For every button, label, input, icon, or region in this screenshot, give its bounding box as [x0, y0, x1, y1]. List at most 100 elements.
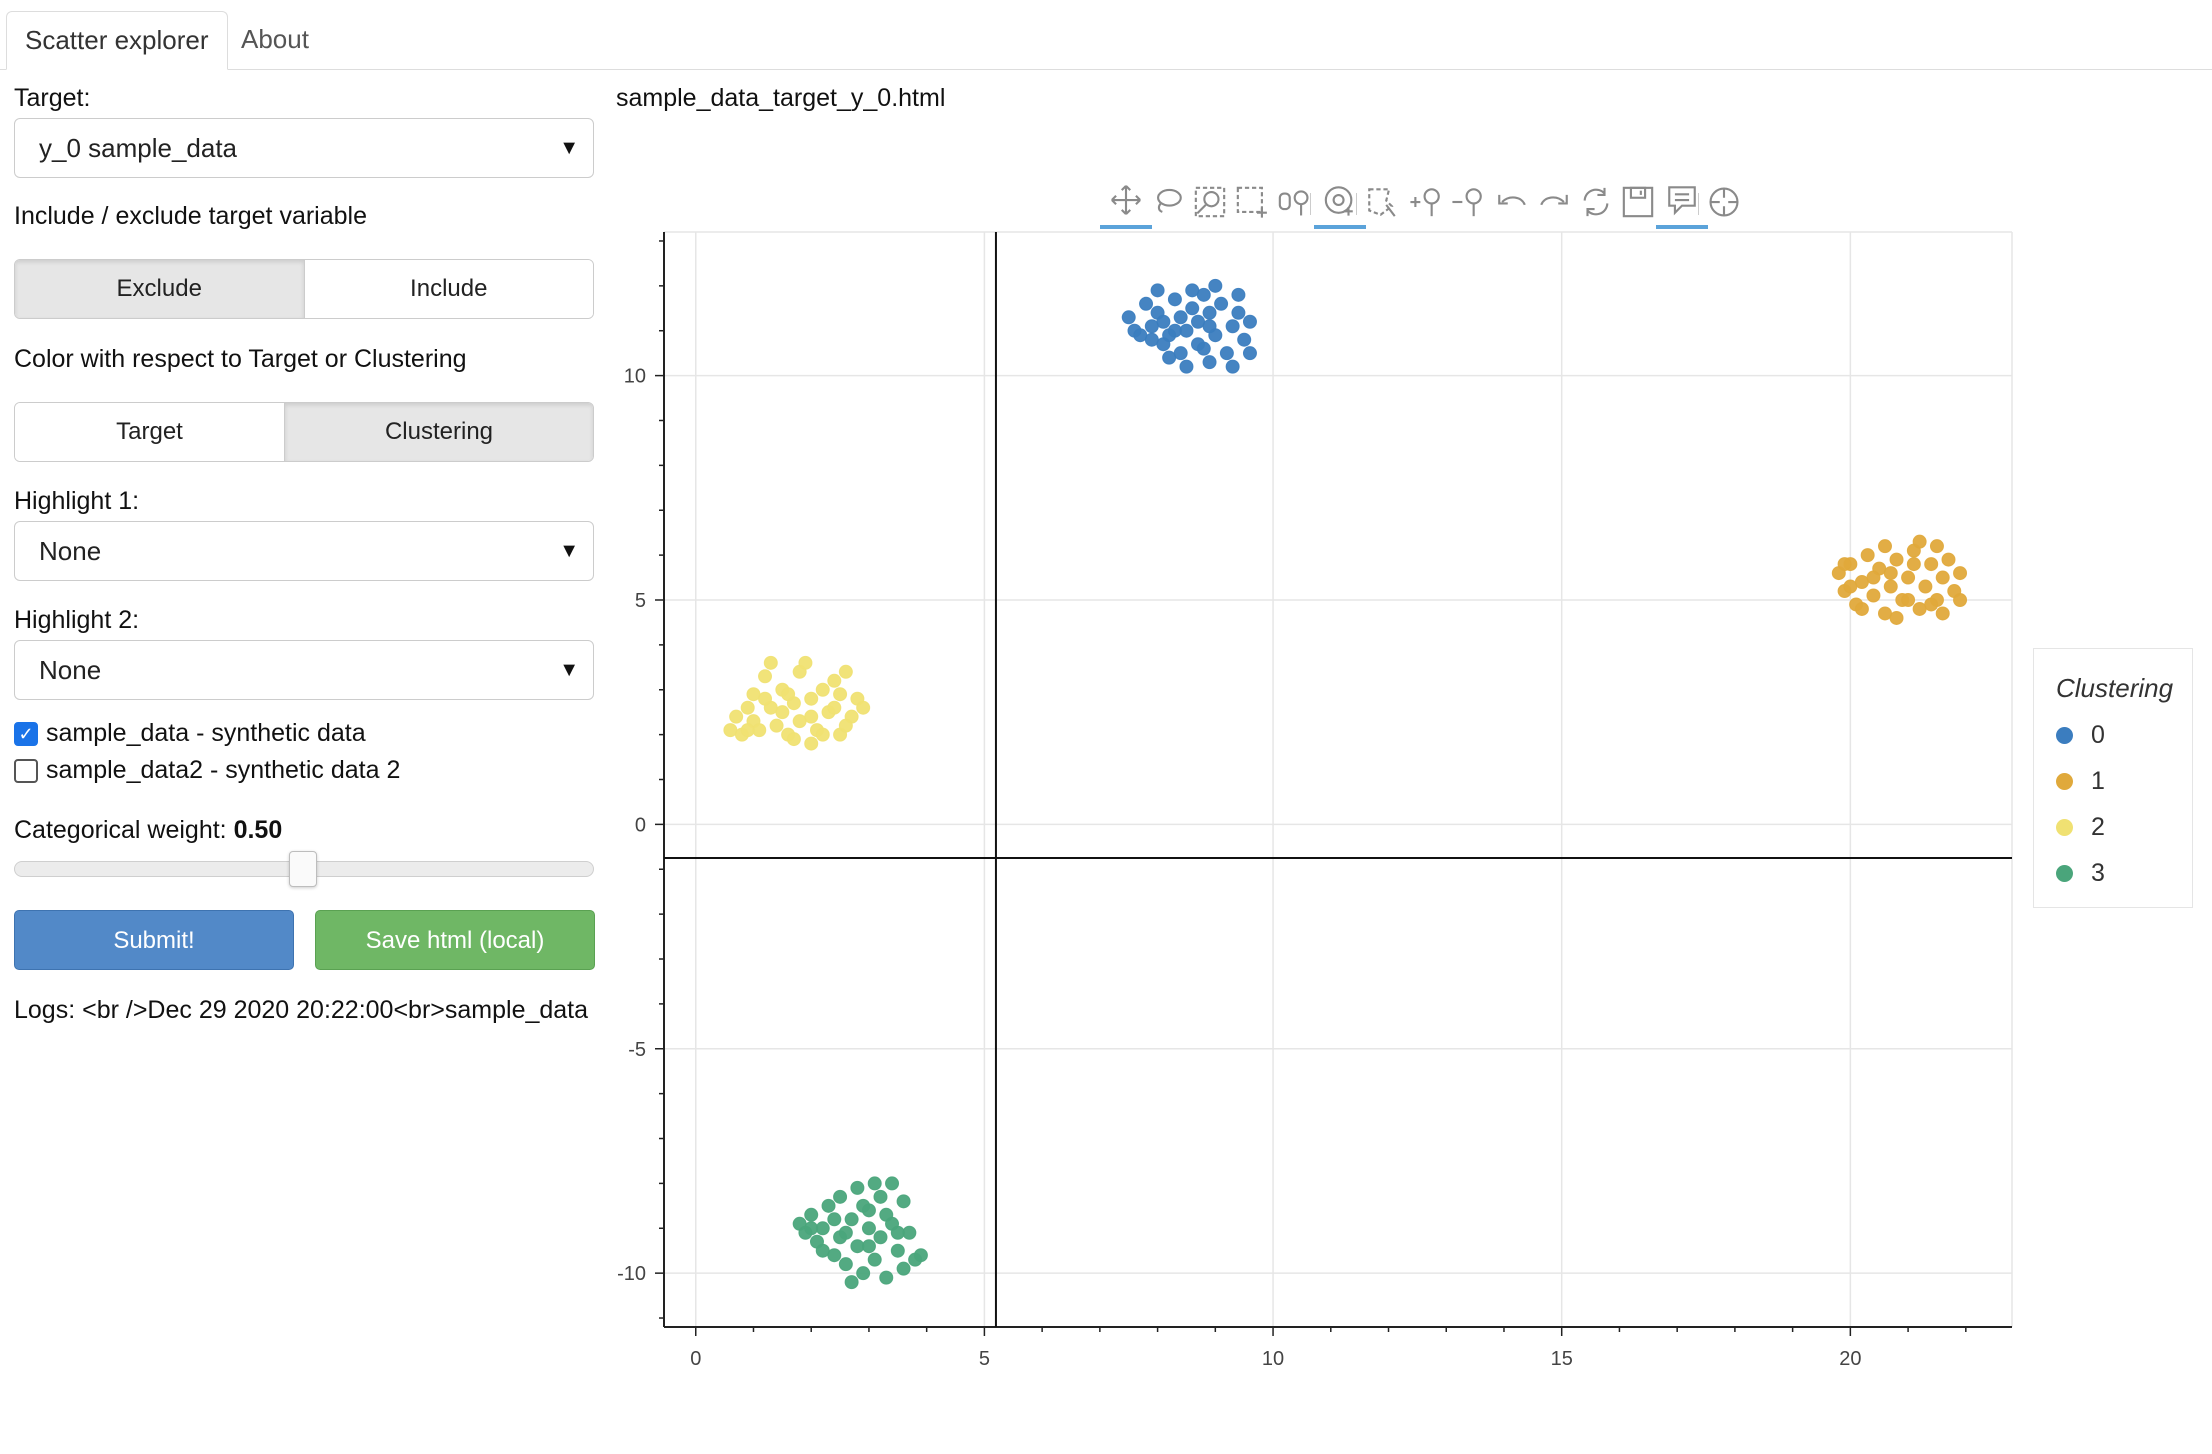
data-point-cluster-2[interactable]	[781, 687, 796, 702]
data-point-cluster-3[interactable]	[879, 1207, 894, 1222]
save-tool[interactable]	[1612, 175, 1664, 229]
legend-item-0[interactable]: 0	[2056, 721, 2105, 750]
data-point-cluster-3[interactable]	[861, 1221, 876, 1236]
data-point-cluster-2[interactable]	[769, 718, 784, 733]
data-point-cluster-0[interactable]	[1225, 319, 1240, 334]
scatter-plot[interactable]: 0 5 10 15 20 -10 -5 0 5 10	[590, 228, 2030, 1388]
data-point-cluster-2[interactable]	[804, 691, 819, 706]
zoom-in-out-tool[interactable]	[1268, 175, 1320, 229]
data-point-cluster-2[interactable]	[815, 727, 830, 742]
data-point-cluster-1[interactable]	[1866, 588, 1881, 603]
tab-about[interactable]: About	[241, 24, 309, 54]
data-point-cluster-1[interactable]	[1901, 592, 1916, 607]
data-point-cluster-2[interactable]	[763, 655, 778, 670]
data-point-cluster-0[interactable]	[1242, 314, 1257, 329]
data-point-cluster-1[interactable]	[1860, 548, 1875, 563]
data-point-cluster-0[interactable]	[1185, 301, 1200, 316]
data-point-cluster-0[interactable]	[1231, 305, 1246, 320]
data-point-cluster-0[interactable]	[1196, 341, 1211, 356]
data-point-cluster-1[interactable]	[1941, 552, 1956, 567]
data-point-cluster-1[interactable]	[1889, 610, 1904, 625]
data-point-cluster-2[interactable]	[798, 655, 813, 670]
highlight1-select[interactable]: None ▼	[14, 521, 594, 581]
dataset-checkbox-sample-data2[interactable]: sample_data2 - synthetic data 2	[14, 756, 400, 785]
legend-item-3[interactable]: 3	[2056, 859, 2105, 888]
data-point-cluster-3[interactable]	[873, 1230, 888, 1245]
data-point-cluster-2[interactable]	[729, 709, 744, 724]
data-point-cluster-0[interactable]	[1219, 346, 1234, 361]
save-html-button[interactable]: Save html (local)	[315, 910, 595, 970]
data-point-cluster-0[interactable]	[1231, 287, 1246, 302]
data-point-cluster-1[interactable]	[1918, 579, 1933, 594]
legend-item-2[interactable]: 2	[2056, 813, 2105, 842]
data-point-cluster-3[interactable]	[827, 1212, 842, 1227]
data-point-cluster-2[interactable]	[786, 732, 801, 747]
legend-item-1[interactable]: 1	[2056, 767, 2105, 796]
data-point-cluster-0[interactable]	[1173, 310, 1188, 325]
data-point-cluster-3[interactable]	[879, 1270, 894, 1285]
data-point-cluster-0[interactable]	[1185, 283, 1200, 298]
data-point-cluster-1[interactable]	[1935, 606, 1950, 621]
include-button[interactable]: Include	[303, 260, 593, 318]
data-point-cluster-3[interactable]	[885, 1176, 900, 1191]
data-point-cluster-3[interactable]	[838, 1257, 853, 1272]
poly-select-tool[interactable]	[1356, 175, 1408, 229]
data-point-cluster-1[interactable]	[1877, 539, 1892, 554]
data-point-cluster-2[interactable]	[838, 664, 853, 679]
data-point-cluster-1[interactable]	[1924, 557, 1939, 572]
data-point-cluster-3[interactable]	[896, 1194, 911, 1209]
data-point-cluster-2[interactable]	[775, 705, 790, 720]
zoom-out-tool[interactable]	[1442, 175, 1494, 229]
data-point-cluster-3[interactable]	[867, 1252, 882, 1267]
data-point-cluster-1[interactable]	[1924, 597, 1939, 612]
data-point-cluster-0[interactable]	[1167, 323, 1182, 338]
data-point-cluster-1[interactable]	[1854, 601, 1869, 616]
data-point-cluster-3[interactable]	[913, 1248, 928, 1263]
data-point-cluster-3[interactable]	[844, 1275, 859, 1290]
undo-tool[interactable]	[1486, 175, 1538, 229]
data-point-cluster-1[interactable]	[1883, 579, 1898, 594]
crosshair-tool[interactable]	[1698, 175, 1750, 229]
data-point-cluster-3[interactable]	[873, 1189, 888, 1204]
data-point-cluster-1[interactable]	[1843, 579, 1858, 594]
data-point-cluster-3[interactable]	[804, 1221, 819, 1236]
data-point-cluster-0[interactable]	[1139, 296, 1154, 311]
data-point-cluster-3[interactable]	[896, 1261, 911, 1276]
data-point-cluster-1[interactable]	[1912, 534, 1927, 549]
weight-slider-handle[interactable]	[289, 851, 317, 887]
checkbox-unchecked-icon[interactable]	[14, 758, 38, 783]
data-point-cluster-2[interactable]	[838, 718, 853, 733]
redo-tool[interactable]	[1528, 175, 1580, 229]
data-point-cluster-0[interactable]	[1202, 319, 1217, 334]
data-point-cluster-0[interactable]	[1179, 359, 1194, 374]
data-point-cluster-1[interactable]	[1866, 570, 1881, 585]
target-color-button[interactable]: Target	[15, 403, 284, 461]
data-point-cluster-2[interactable]	[758, 691, 773, 706]
data-point-cluster-0[interactable]	[1150, 283, 1165, 298]
exclude-button[interactable]: Exclude	[15, 260, 304, 318]
data-point-cluster-2[interactable]	[740, 700, 755, 715]
data-point-cluster-3[interactable]	[856, 1266, 871, 1281]
data-point-cluster-3[interactable]	[890, 1243, 905, 1258]
box-select-tool[interactable]	[1226, 175, 1278, 229]
data-point-cluster-0[interactable]	[1133, 328, 1148, 343]
data-point-cluster-0[interactable]	[1144, 319, 1159, 334]
data-point-cluster-0[interactable]	[1202, 355, 1217, 370]
data-point-cluster-3[interactable]	[890, 1225, 905, 1240]
data-point-cluster-1[interactable]	[1906, 557, 1921, 572]
data-point-cluster-0[interactable]	[1237, 332, 1252, 347]
box-zoom-tool[interactable]	[1184, 175, 1236, 229]
lasso-select-tool[interactable]	[1142, 175, 1194, 229]
wheel-zoom-tool[interactable]	[1314, 175, 1366, 229]
data-point-cluster-0[interactable]	[1242, 346, 1257, 361]
data-point-cluster-3[interactable]	[821, 1198, 836, 1213]
hover-tool[interactable]	[1656, 175, 1708, 229]
data-point-cluster-3[interactable]	[850, 1180, 865, 1195]
data-point-cluster-3[interactable]	[867, 1176, 882, 1191]
data-point-cluster-3[interactable]	[838, 1225, 853, 1240]
data-point-cluster-3[interactable]	[861, 1239, 876, 1254]
data-point-cluster-1[interactable]	[1953, 592, 1968, 607]
data-point-cluster-0[interactable]	[1121, 310, 1136, 325]
data-point-cluster-1[interactable]	[1929, 539, 1944, 554]
data-point-cluster-2[interactable]	[827, 700, 842, 715]
